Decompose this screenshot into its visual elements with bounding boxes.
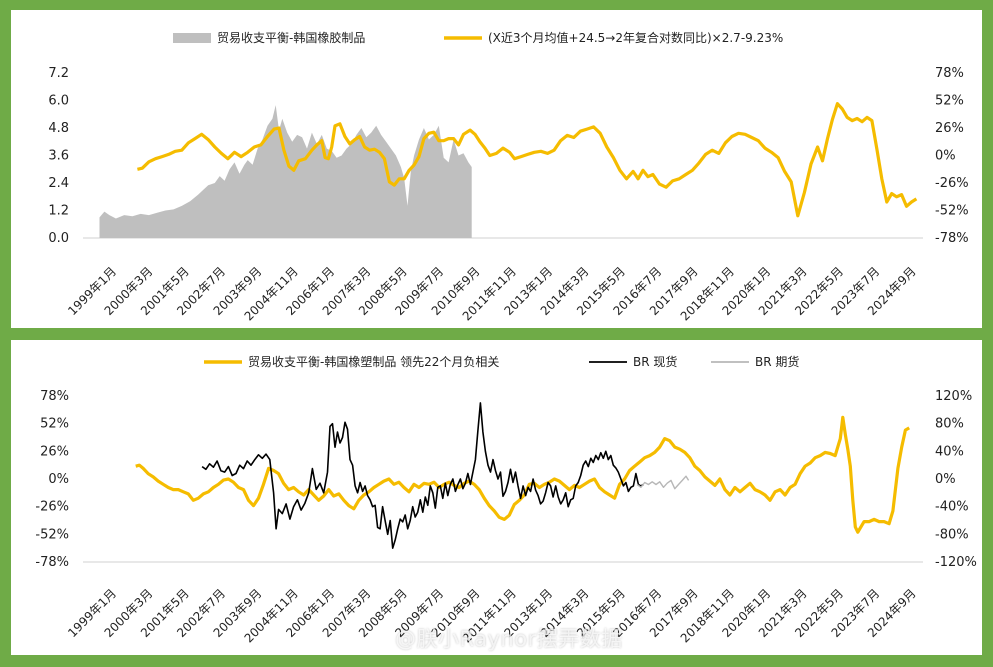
y-right-tick: 52% — [935, 94, 964, 109]
legend-label: BR 期货 — [755, 354, 799, 369]
legend-label: BR 现货 — [633, 354, 677, 369]
y-right-tick: -80% — [935, 527, 969, 542]
y-left-tick: 0.0 — [48, 231, 69, 246]
y-right-tick: 120% — [935, 389, 972, 404]
top-chart-panel: 7.2 6.0 4.8 3.6 2.4 1.2 0.0 78% 52% 26% 0% -26% -52%… — [11, 10, 982, 328]
series-line-1 — [137, 102, 918, 218]
bottom-chart-panel: 78% 52% 26% 0% -26% -52% -78% 120% 80% 40% 0% -40% -… — [11, 340, 982, 655]
y-right-tick: -26% — [935, 176, 969, 191]
legend-label: (X近3个月均值+24.5→2年复合对数同比)×2.7-9.23% — [488, 30, 783, 45]
y-right-tick: 0% — [935, 472, 956, 487]
y-right-tick: -120% — [935, 555, 977, 570]
y-right-tick: -78% — [935, 231, 969, 246]
y-left-tick: 4.8 — [48, 121, 69, 136]
y-left-tick: 52% — [40, 417, 69, 432]
y-left-tick: 7.2 — [48, 66, 69, 81]
series-line-2 — [636, 475, 690, 490]
y-left-tick: 3.6 — [48, 149, 69, 164]
y-left-tick: 78% — [40, 389, 69, 404]
y-left-tick: 0% — [48, 472, 69, 487]
y-right-tick: -52% — [935, 204, 969, 219]
legend-swatch — [173, 33, 211, 43]
y-right-tick: 26% — [935, 121, 964, 136]
y-right-tick: 80% — [935, 417, 964, 432]
series-line-1 — [201, 402, 644, 549]
y-left-tick: -78% — [35, 555, 69, 570]
y-left-tick: 2.4 — [48, 176, 69, 191]
y-right-tick: 78% — [935, 66, 964, 81]
series-line-0 — [135, 415, 911, 534]
legend-label: 贸易收支平衡-韩国橡胶制品 — [217, 30, 365, 45]
y-left-tick: 26% — [40, 444, 69, 459]
y-right-tick: -40% — [935, 500, 969, 515]
top-chart: 7.2 6.0 4.8 3.6 2.4 1.2 0.0 78% 52% 26% 0% -26% -52%… — [48, 30, 969, 323]
y-left-tick: 6.0 — [48, 94, 69, 109]
legend-label: 贸易收支平衡-韩国橡塑制品 领先22个月负相关 — [248, 354, 499, 369]
watermark: @朕小Raynor摆弄数据 — [395, 627, 623, 651]
y-left-tick: -26% — [35, 500, 69, 515]
bottom-chart: 78% 52% 26% 0% -26% -52% -78% 120% 80% 40% 0% -40% -… — [35, 354, 977, 645]
series-area-0 — [99, 105, 472, 238]
y-left-tick: -52% — [35, 527, 69, 542]
y-right-tick: 0% — [935, 149, 956, 164]
y-left-tick: 1.2 — [48, 204, 69, 219]
y-right-tick: 40% — [935, 444, 964, 459]
